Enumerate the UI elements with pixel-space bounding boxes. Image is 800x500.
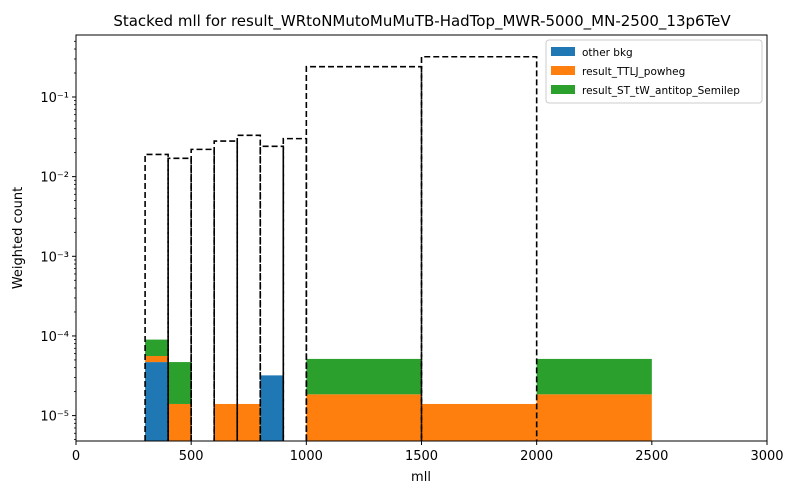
bar-series-2-bin-7 (306, 358, 422, 395)
bar-series-2-bin-1 (168, 362, 192, 404)
y-axis: 10⁻⁵ 10⁻⁴ 10⁻³ 10⁻² 10⁻¹ (40, 40, 76, 440)
legend-label: result_ST_tW_antitop_Semilep (582, 85, 740, 97)
signal-outline-layer (144, 55, 538, 441)
y-tick-label: 10⁻⁵ (40, 410, 69, 425)
x-tick-label: 0 (72, 449, 80, 464)
bar-series-2-bin-0 (145, 339, 169, 357)
x-tick-label: 2000 (520, 449, 553, 464)
y-tick-label: 10⁻³ (40, 250, 69, 265)
legend-swatch (551, 66, 575, 75)
legend: other bkg result_TTLJ_powheg result_ST_tW_… (545, 39, 763, 104)
bar-series-1-bin-1 (168, 403, 192, 441)
x-axis-label: mll (411, 470, 431, 485)
y-tick-label: 10⁻² (40, 171, 69, 186)
signal-outline-bin-2 (190, 148, 215, 441)
bar-series-1-bin-4 (237, 403, 261, 441)
chart-title: Stacked mll for result_WRtoNMutoMuMuTB-H… (113, 12, 731, 31)
legend-swatch (551, 85, 575, 94)
legend-swatch (551, 47, 575, 56)
bar-series-1-bin-8 (421, 403, 537, 441)
bar-series-1-bin-7 (306, 394, 422, 441)
bar-series-1-bin-9 (536, 394, 652, 441)
x-tick-label: 3000 (750, 449, 783, 464)
x-axis: 0 500 1000 1500 2000 2500 3000 (72, 441, 784, 464)
signal-outline-bin-6 (282, 137, 308, 441)
x-tick-label: 2500 (635, 449, 668, 464)
bar-series-2-bin-9 (536, 358, 652, 395)
signal-outline-bin-3 (213, 140, 239, 441)
legend-label: other bkg (582, 47, 633, 59)
x-tick-label: 500 (179, 449, 204, 464)
y-axis-label: Weighted count (11, 187, 26, 289)
y-tick-label: 10⁻¹ (40, 91, 69, 106)
signal-outline-bin-4 (236, 134, 262, 441)
x-tick-label: 1000 (290, 449, 323, 464)
y-tick-label: 10⁻⁴ (40, 330, 69, 345)
signal-outline-bin-5 (259, 145, 285, 441)
bar-series-1-bin-0 (145, 356, 169, 363)
bar-series-0-bin-0 (145, 362, 169, 441)
bar-series-1-bin-3 (214, 403, 238, 441)
legend-box (545, 39, 763, 104)
signal-outline-bin-7 (305, 65, 423, 441)
legend-label: result_TTLJ_powheg (582, 66, 685, 78)
bar-series-0-bin-5 (260, 375, 284, 441)
signal-outline-bin-8 (420, 55, 538, 441)
x-tick-label: 1500 (405, 449, 438, 464)
bars-layer (145, 339, 652, 441)
signal-outline-bin-0 (144, 153, 169, 441)
